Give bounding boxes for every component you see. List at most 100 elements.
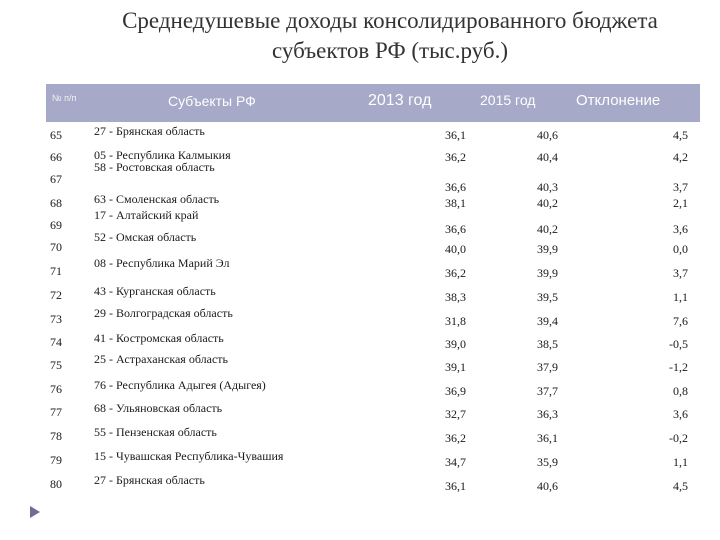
row-subject: 17 - Алтайский край — [94, 208, 199, 222]
row-subject: 41 - Костромская область — [94, 331, 224, 345]
row-number: 77 — [50, 405, 62, 419]
triangle-arrow-icon — [30, 506, 40, 518]
row-subject: 68 - Ульяновская область — [94, 401, 223, 415]
header-num: № п/п — [52, 93, 77, 103]
table-row: 75 25 - Астраханская область 39,1 37,9 -1,2 — [46, 352, 700, 376]
row-value-2013: 36,2 — [445, 266, 466, 280]
row-value-2013: 31,8 — [445, 314, 466, 328]
row-deviation: 3,6 — [673, 222, 688, 236]
row-deviation: 0,8 — [673, 384, 688, 398]
row-subject: 52 - Омская область — [94, 230, 197, 244]
row-value-2015: 39,9 — [537, 266, 558, 280]
row-deviation: 4,2 — [673, 150, 688, 164]
row-value-2015: 35,9 — [537, 455, 558, 469]
row-value-2015: 39,9 — [537, 242, 558, 256]
row-value-2015: 40,3 — [537, 180, 558, 194]
table-row: 65 27 - Брянская область 36,1 40,6 4,5 — [46, 124, 700, 146]
title-line-2: субъектов РФ (тыс.руб.) — [271, 38, 508, 63]
row-number: 71 — [50, 264, 62, 278]
row-subject: 55 - Пензенская область — [94, 425, 217, 439]
table-row: 80 27 - Брянская область 36,1 40,6 4,5 — [46, 473, 700, 495]
row-value-2013: 32,7 — [445, 407, 466, 421]
row-value-2015: 40,6 — [537, 479, 558, 493]
row-value-2013: 39,1 — [445, 360, 466, 374]
table-row: 69 17 - Алтайский край 36,6 40,2 3,6 — [46, 208, 700, 236]
table-row: 77 68 - Ульяновская область 32,7 36,3 3,6 — [46, 401, 700, 423]
row-subject: 27 - Брянская область — [94, 124, 205, 138]
row-value-2013: 36,1 — [445, 128, 466, 142]
row-value-2015: 40,2 — [537, 196, 558, 210]
table-row: 76 76 - Республика Адыгея (Адыгея) 36,9 37,… — [46, 378, 700, 400]
table-row: 68 63 - Смоленская область 38,1 40,2 2,1 — [46, 192, 700, 214]
row-number: 73 — [50, 312, 62, 326]
row-deviation: 0,0 — [673, 242, 688, 256]
row-value-2015: 40,2 — [537, 222, 558, 236]
row-deviation: 4,5 — [673, 128, 688, 142]
row-value-2013: 38,1 — [445, 196, 466, 210]
row-value-2013: 36,6 — [445, 180, 466, 194]
page-title: Среднедушевые доходы консолидированного … — [90, 6, 690, 66]
row-subject: 05 - Республика Калмыкия — [94, 148, 231, 162]
row-number: 74 — [50, 335, 62, 349]
row-value-2013: 36,1 — [445, 479, 466, 493]
row-value-2013: 36,2 — [445, 150, 466, 164]
table-row: 71 08 - Республика Марий Эл 36,2 39,9 3,7 — [46, 256, 700, 282]
row-deviation: 3,7 — [673, 180, 688, 194]
row-number: 70 — [50, 240, 62, 254]
row-value-2015: 36,3 — [537, 407, 558, 421]
row-deviation: -1,2 — [669, 360, 688, 374]
row-deviation: 3,6 — [673, 407, 688, 421]
row-deviation: -0,5 — [669, 337, 688, 351]
row-subject: 08 - Республика Марий Эл — [94, 256, 230, 270]
row-number: 69 — [50, 218, 62, 232]
row-subject: 43 - Курганская область — [94, 284, 216, 298]
table-row: 74 41 - Костромская область 39,0 38,5 -0,5 — [46, 331, 700, 353]
row-subject: 58 - Ростовская область — [94, 160, 215, 174]
table-row: 70 52 - Омская область 40,0 39,9 0,0 — [46, 230, 700, 258]
row-value-2015: 39,5 — [537, 290, 558, 304]
row-value-2015: 37,9 — [537, 360, 558, 374]
row-deviation: 7,6 — [673, 314, 688, 328]
row-value-2015: 39,4 — [537, 314, 558, 328]
row-deviation: -0,2 — [669, 431, 688, 445]
row-value-2013: 36,9 — [445, 384, 466, 398]
row-number: 67 — [50, 172, 62, 186]
row-number: 80 — [50, 477, 62, 491]
table-row: 73 29 - Волгоградская область 31,8 39,4 7,6 — [46, 306, 700, 330]
row-deviation: 2,1 — [673, 196, 688, 210]
row-deviation: 3,7 — [673, 266, 688, 280]
row-value-2013: 40,0 — [445, 242, 466, 256]
row-value-2015: 38,5 — [537, 337, 558, 351]
title-line-1: Среднедушевые доходы консолидированного … — [122, 8, 658, 33]
row-number: 65 — [50, 128, 62, 142]
row-value-2015: 40,4 — [537, 150, 558, 164]
row-number: 79 — [50, 453, 62, 467]
row-deviation: 4,5 — [673, 479, 688, 493]
table-row: 67 58 - Ростовская область 36,6 40,3 3,7 — [46, 160, 700, 194]
row-value-2015: 40,6 — [537, 128, 558, 142]
header-2015: 2015 год — [480, 92, 536, 108]
header-subject: Субъекты РФ — [168, 93, 256, 109]
row-number: 66 — [50, 150, 62, 164]
row-number: 68 — [50, 196, 62, 210]
table-row: 79 15 - Чувашская Республика-Чувашия 34,7 3… — [46, 449, 700, 471]
row-number: 72 — [50, 288, 62, 302]
row-subject: 29 - Волгоградская область — [94, 306, 233, 320]
row-value-2015: 37,7 — [537, 384, 558, 398]
table-row: 72 43 - Курганская область 38,3 39,5 1,1 — [46, 284, 700, 306]
row-value-2013: 36,2 — [445, 431, 466, 445]
table-header: № п/п Субъекты РФ 2013 год 2015 год Откл… — [46, 84, 700, 122]
row-deviation: 1,1 — [673, 455, 688, 469]
row-subject: 25 - Астраханская область — [94, 352, 228, 366]
row-value-2013: 34,7 — [445, 455, 466, 469]
header-deviation: Отклонение — [576, 92, 661, 109]
row-value-2013: 36,6 — [445, 222, 466, 236]
row-subject: 27 - Брянская область — [94, 473, 205, 487]
table-row: 66 05 - Республика Калмыкия 36,2 40,4 4,2 — [46, 146, 700, 168]
row-value-2015: 36,1 — [537, 431, 558, 445]
header-2013: 2013 год — [368, 92, 432, 109]
row-number: 78 — [50, 429, 62, 443]
row-number: 76 — [50, 382, 62, 396]
row-subject: 76 - Республика Адыгея (Адыгея) — [94, 378, 266, 392]
row-subject: 15 - Чувашская Республика-Чувашия — [94, 449, 284, 463]
